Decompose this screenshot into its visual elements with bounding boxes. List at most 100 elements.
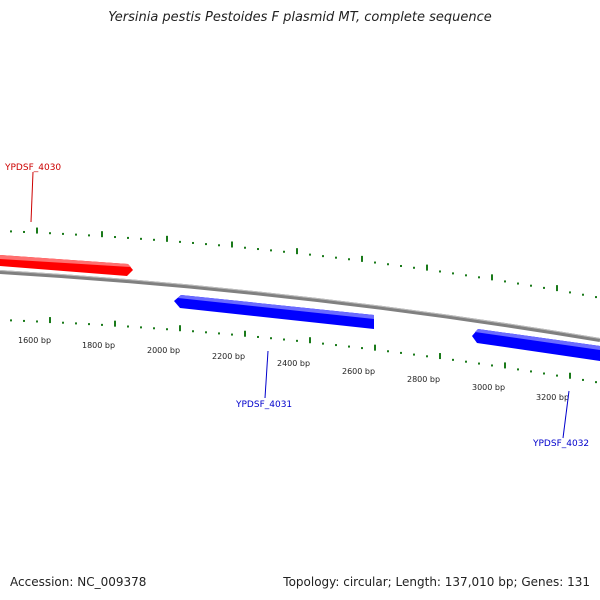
gene-label-leader xyxy=(30,171,34,223)
minor-tick xyxy=(205,243,207,246)
minor-tick xyxy=(413,353,415,356)
major-tick xyxy=(491,274,493,281)
minor-tick xyxy=(283,338,285,341)
minor-tick xyxy=(192,241,194,244)
minor-tick xyxy=(517,368,519,371)
minor-tick xyxy=(75,233,77,236)
minor-tick xyxy=(23,319,25,322)
major-tick xyxy=(36,227,38,234)
minor-tick xyxy=(569,291,571,294)
inner-tick-row xyxy=(10,317,597,384)
minor-tick xyxy=(595,381,597,384)
major-tick xyxy=(49,317,51,324)
minor-tick xyxy=(127,325,129,328)
minor-tick xyxy=(88,323,90,326)
minor-tick xyxy=(205,331,207,334)
minor-tick xyxy=(491,364,493,367)
minor-tick xyxy=(543,286,545,289)
major-tick xyxy=(374,344,376,351)
minor-tick xyxy=(75,322,77,325)
ruler-label: 3000 bp xyxy=(472,383,505,392)
minor-tick xyxy=(361,347,363,350)
minor-tick xyxy=(387,263,389,266)
minor-tick xyxy=(452,272,454,275)
minor-tick xyxy=(478,362,480,365)
ruler-label: 2600 bp xyxy=(342,367,375,376)
gene-arrow-highlight xyxy=(178,295,374,319)
minor-tick xyxy=(166,328,168,331)
gene-arrow-highlight xyxy=(0,255,131,267)
minor-tick xyxy=(270,249,272,252)
major-tick xyxy=(101,231,103,238)
gene-label-ypdsf-4030[interactable]: YPDSF_4030 xyxy=(4,163,61,173)
minor-tick xyxy=(140,326,142,329)
minor-tick xyxy=(218,332,220,335)
minor-tick xyxy=(283,250,285,253)
ruler-label: 1600 bp xyxy=(18,336,51,345)
minor-tick xyxy=(49,232,51,235)
major-tick xyxy=(309,337,311,344)
major-tick xyxy=(166,235,168,242)
minor-tick xyxy=(36,320,38,323)
minor-tick xyxy=(335,256,337,259)
minor-tick xyxy=(530,370,532,373)
minor-tick xyxy=(153,238,155,241)
minor-tick xyxy=(374,261,376,264)
minor-tick xyxy=(322,255,324,258)
gene-arrow-ypdsf-4032[interactable] xyxy=(472,329,600,361)
minor-tick xyxy=(309,253,311,256)
minor-tick xyxy=(400,351,402,354)
minor-tick xyxy=(10,319,12,322)
minor-tick xyxy=(192,330,194,333)
gene-arrow-ypdsf-4031[interactable] xyxy=(174,295,374,329)
ruler-label: 2000 bp xyxy=(147,346,180,355)
major-tick xyxy=(296,248,298,255)
sequence-backbone xyxy=(0,270,600,342)
minor-tick xyxy=(530,284,532,287)
minor-tick xyxy=(465,274,467,277)
major-tick xyxy=(439,353,441,360)
minor-tick xyxy=(88,234,90,237)
major-tick xyxy=(361,255,363,262)
minor-tick xyxy=(23,230,25,233)
ruler-label: 2800 bp xyxy=(407,375,440,384)
ruler-label: 3200 bp xyxy=(536,393,569,402)
minor-tick xyxy=(595,296,597,299)
minor-tick xyxy=(556,374,558,377)
minor-tick xyxy=(127,236,129,239)
sequence-backbone-highlight xyxy=(0,270,600,339)
minor-tick xyxy=(140,237,142,240)
minor-tick xyxy=(517,282,519,285)
minor-tick xyxy=(348,345,350,348)
ruler-labels: 1600 bp 1800 bp 2000 bp 2200 bp 2400 bp 2600 … xyxy=(18,336,569,402)
minor-tick xyxy=(296,339,298,342)
minor-tick xyxy=(62,321,64,324)
major-tick xyxy=(244,330,246,337)
minor-tick xyxy=(478,276,480,279)
minor-tick xyxy=(231,333,233,336)
outer-tick-row xyxy=(10,227,597,299)
minor-tick xyxy=(465,360,467,363)
sequence-summary: Topology: circular; Length: 137,010 bp; … xyxy=(283,575,590,589)
minor-tick xyxy=(62,232,64,235)
minor-tick xyxy=(413,266,415,269)
gene-arrow-highlight xyxy=(475,329,600,350)
minor-tick xyxy=(257,335,259,338)
minor-tick xyxy=(114,236,116,239)
ruler-label: 2400 bp xyxy=(277,359,310,368)
major-tick xyxy=(231,241,233,248)
major-tick xyxy=(569,372,571,379)
minor-tick xyxy=(10,230,12,233)
minor-tick xyxy=(582,378,584,381)
gene-label-ypdsf-4032[interactable]: YPDSF_4032 xyxy=(532,439,589,449)
gene-label-leader xyxy=(264,350,269,399)
major-tick xyxy=(179,325,181,332)
gene-label-ypdsf-4031[interactable]: YPDSF_4031 xyxy=(235,400,292,410)
minor-tick xyxy=(153,327,155,330)
minor-tick xyxy=(101,323,103,326)
major-tick xyxy=(114,320,116,327)
minor-tick xyxy=(335,344,337,347)
minor-tick xyxy=(426,355,428,358)
minor-tick xyxy=(387,350,389,353)
